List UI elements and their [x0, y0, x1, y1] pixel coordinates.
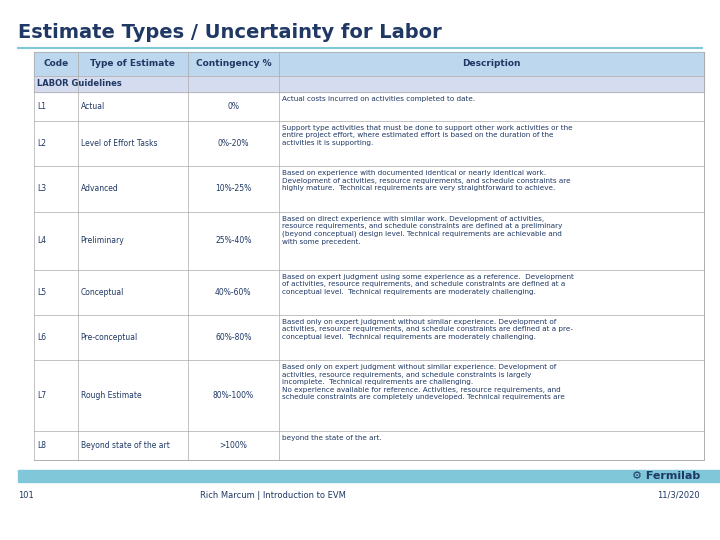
Bar	[34, 52, 704, 76]
Text: Based only on expert judgment without similar experience. Development of
activit: Based only on expert judgment without si…	[282, 319, 572, 340]
Text: L6: L6	[37, 333, 46, 342]
Text: Based on experience with documented identical or nearly identical work.
Developm: Based on experience with documented iden…	[282, 170, 570, 191]
Text: L4: L4	[37, 236, 46, 245]
Text: Rich Marcum | Introduction to EVM: Rich Marcum | Introduction to EVM	[200, 490, 346, 500]
Text: L1: L1	[37, 102, 46, 111]
Text: 11/3/2020: 11/3/2020	[657, 490, 700, 500]
Text: L3: L3	[37, 184, 46, 193]
Text: 25%-40%: 25%-40%	[215, 236, 251, 245]
Bar	[34, 76, 704, 92]
Text: Actual costs incurred on activities completed to date.: Actual costs incurred on activities comp…	[282, 96, 474, 102]
Text: L7: L7	[37, 392, 46, 400]
Text: 60%-80%: 60%-80%	[215, 333, 251, 342]
Text: L5: L5	[37, 288, 46, 297]
Text: Contingency %: Contingency %	[196, 59, 271, 69]
Text: L8: L8	[37, 441, 46, 450]
Text: Description: Description	[462, 59, 521, 69]
Text: Based on direct experience with similar work. Development of activities,
resourc: Based on direct experience with similar …	[282, 215, 562, 245]
Text: 80%-100%: 80%-100%	[213, 392, 254, 400]
Text: Actual: Actual	[81, 102, 105, 111]
Text: 0%-20%: 0%-20%	[217, 139, 249, 148]
Text: Rough Estimate: Rough Estimate	[81, 392, 141, 400]
Text: beyond the state of the art.: beyond the state of the art.	[282, 435, 381, 441]
Text: Conceptual: Conceptual	[81, 288, 124, 297]
Text: Advanced: Advanced	[81, 184, 118, 193]
Text: Estimate Types / Uncertainty for Labor: Estimate Types / Uncertainty for Labor	[18, 23, 442, 42]
Text: L2: L2	[37, 139, 46, 148]
Text: Based on expert judgment using some experience as a reference.  Development
of a: Based on expert judgment using some expe…	[282, 274, 573, 294]
Text: >100%: >100%	[220, 441, 247, 450]
Text: Preliminary: Preliminary	[81, 236, 125, 245]
Text: Code: Code	[43, 59, 68, 69]
Text: 101: 101	[18, 490, 34, 500]
Text: ⚙ Fermilab: ⚙ Fermilab	[631, 471, 700, 481]
Text: Beyond state of the art: Beyond state of the art	[81, 441, 169, 450]
Bar	[18, 470, 720, 482]
Text: Support type activities that must be done to support other work activities or th: Support type activities that must be don…	[282, 125, 572, 146]
Text: LABOR Guidelines: LABOR Guidelines	[37, 79, 122, 88]
Text: Type of Estimate: Type of Estimate	[91, 59, 175, 69]
Text: Based only on expert judgment without similar experience. Development of
activit: Based only on expert judgment without si…	[282, 364, 564, 401]
Text: 10%-25%: 10%-25%	[215, 184, 251, 193]
Text: 40%-60%: 40%-60%	[215, 288, 251, 297]
Text: Level of Effort Tasks: Level of Effort Tasks	[81, 139, 157, 148]
Text: Pre-conceptual: Pre-conceptual	[81, 333, 138, 342]
Text: 0%: 0%	[228, 102, 239, 111]
